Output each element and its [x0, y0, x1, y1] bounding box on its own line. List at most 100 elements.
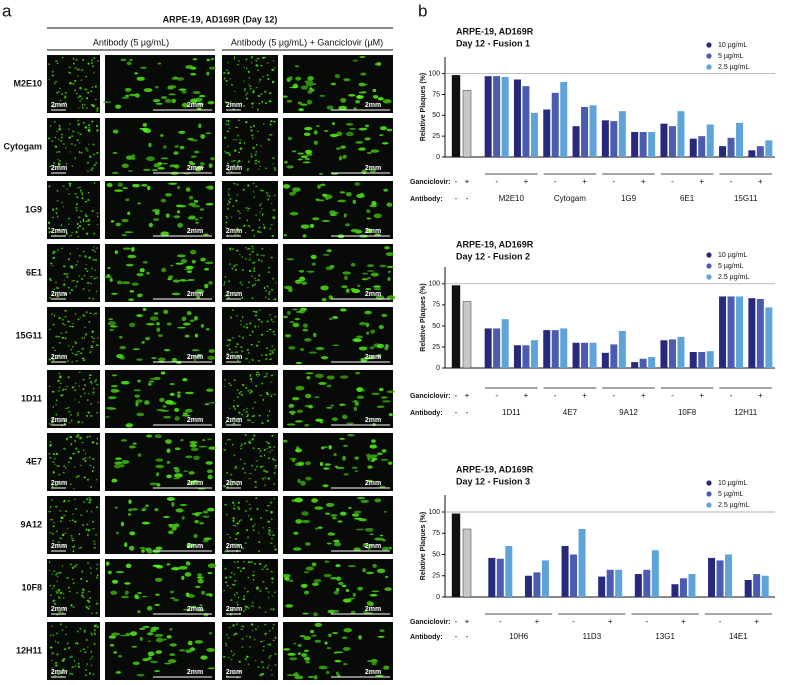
cell-spot — [196, 166, 205, 169]
cell-spot — [358, 127, 368, 131]
cell-spot — [366, 571, 374, 575]
cell-spot — [364, 137, 371, 141]
cell-spot — [243, 595, 246, 598]
cell-spot — [69, 414, 73, 416]
cell-spot — [52, 471, 55, 474]
cell-spot — [258, 226, 261, 229]
cell-spot — [274, 548, 278, 551]
cell-spot — [57, 541, 61, 544]
cell-spot — [134, 72, 138, 75]
cell-spot — [151, 357, 157, 360]
cell-spot — [90, 414, 93, 417]
cell-spot — [250, 439, 252, 442]
cell-spot — [80, 79, 82, 82]
cell-spot — [257, 108, 259, 111]
cell-spot — [267, 271, 270, 274]
cell-spot — [264, 484, 266, 487]
cell-spot — [302, 323, 308, 328]
cell-spot — [273, 194, 276, 197]
cell-spot — [295, 448, 303, 453]
cell-spot — [373, 94, 379, 99]
cell-spot — [375, 537, 384, 541]
cell-spot — [265, 353, 268, 357]
cell-spot — [90, 664, 93, 667]
cell-spot — [121, 163, 129, 169]
cell-spot — [237, 134, 240, 137]
cell-spot — [177, 222, 183, 228]
cell-spot — [252, 629, 254, 632]
cell-spot — [200, 324, 205, 328]
cell-spot — [237, 359, 239, 361]
cell-spot — [65, 147, 67, 149]
cell-spot — [194, 585, 201, 589]
legend-marker — [706, 252, 712, 258]
cell-spot — [90, 344, 94, 347]
bar — [648, 357, 656, 368]
cell-spot — [96, 437, 98, 440]
cell-spot — [343, 473, 349, 476]
cell-spot — [303, 636, 311, 641]
cell-spot — [82, 122, 85, 124]
antibody-label: 4E7 — [563, 408, 578, 417]
ganciclovir-label: + — [582, 391, 587, 400]
cell-spot — [249, 375, 252, 378]
cell-spot — [182, 412, 188, 415]
cell-spot — [177, 393, 181, 398]
cell-spot — [52, 672, 54, 675]
cell-spot — [282, 573, 291, 578]
cell-spot — [257, 360, 261, 362]
cell-spot — [59, 139, 63, 142]
scale-bar-label: 2mm — [187, 417, 203, 424]
cell-spot — [82, 449, 85, 451]
cell-spot — [351, 466, 358, 469]
chart-subtitle: Day 12 - Fusion 3 — [456, 476, 530, 486]
cell-spot — [69, 673, 71, 675]
legend-marker — [706, 491, 712, 497]
cell-spot — [352, 400, 358, 403]
cell-spot — [89, 351, 92, 354]
cell-spot — [263, 639, 265, 642]
cell-spot — [180, 258, 188, 264]
cell-spot — [256, 58, 260, 60]
cell-spot — [230, 571, 233, 574]
cell-spot — [256, 465, 258, 468]
cell-spot — [269, 123, 272, 126]
cell-spot — [249, 85, 252, 88]
cell-spot — [257, 69, 259, 72]
cell-spot — [257, 375, 259, 378]
cell-spot — [83, 336, 86, 339]
cell-spot — [86, 414, 88, 417]
cell-spot — [189, 443, 197, 448]
cell-spot — [286, 165, 294, 169]
cell-spot — [168, 525, 175, 528]
cell-spot — [253, 195, 255, 199]
cell-spot — [57, 336, 60, 338]
cell-spot — [252, 529, 255, 532]
cell-spot — [91, 441, 95, 444]
cell-spot — [81, 106, 84, 109]
cell-spot — [190, 98, 198, 104]
cell-spot — [333, 651, 338, 654]
cell-spot — [154, 633, 164, 638]
cell-spot — [236, 623, 238, 625]
cell-spot — [82, 588, 85, 591]
cell-spot — [350, 262, 356, 267]
cell-spot — [259, 204, 261, 207]
cell-spot — [351, 513, 360, 517]
cell-spot — [147, 632, 154, 636]
cell-spot — [336, 576, 342, 581]
cell-spot — [76, 75, 79, 77]
cell-spot — [232, 139, 235, 141]
cell-spot — [323, 446, 328, 449]
cell-spot — [84, 200, 88, 203]
cell-spot — [369, 346, 375, 350]
cell-spot — [96, 411, 98, 414]
cell-spot — [168, 182, 178, 185]
bar — [719, 296, 727, 368]
bar — [765, 140, 773, 157]
cell-spot — [125, 423, 134, 428]
cell-spot — [199, 208, 205, 211]
ganciclovir-label: - — [730, 391, 733, 400]
cell-spot — [179, 205, 187, 208]
cell-spot — [269, 501, 273, 504]
